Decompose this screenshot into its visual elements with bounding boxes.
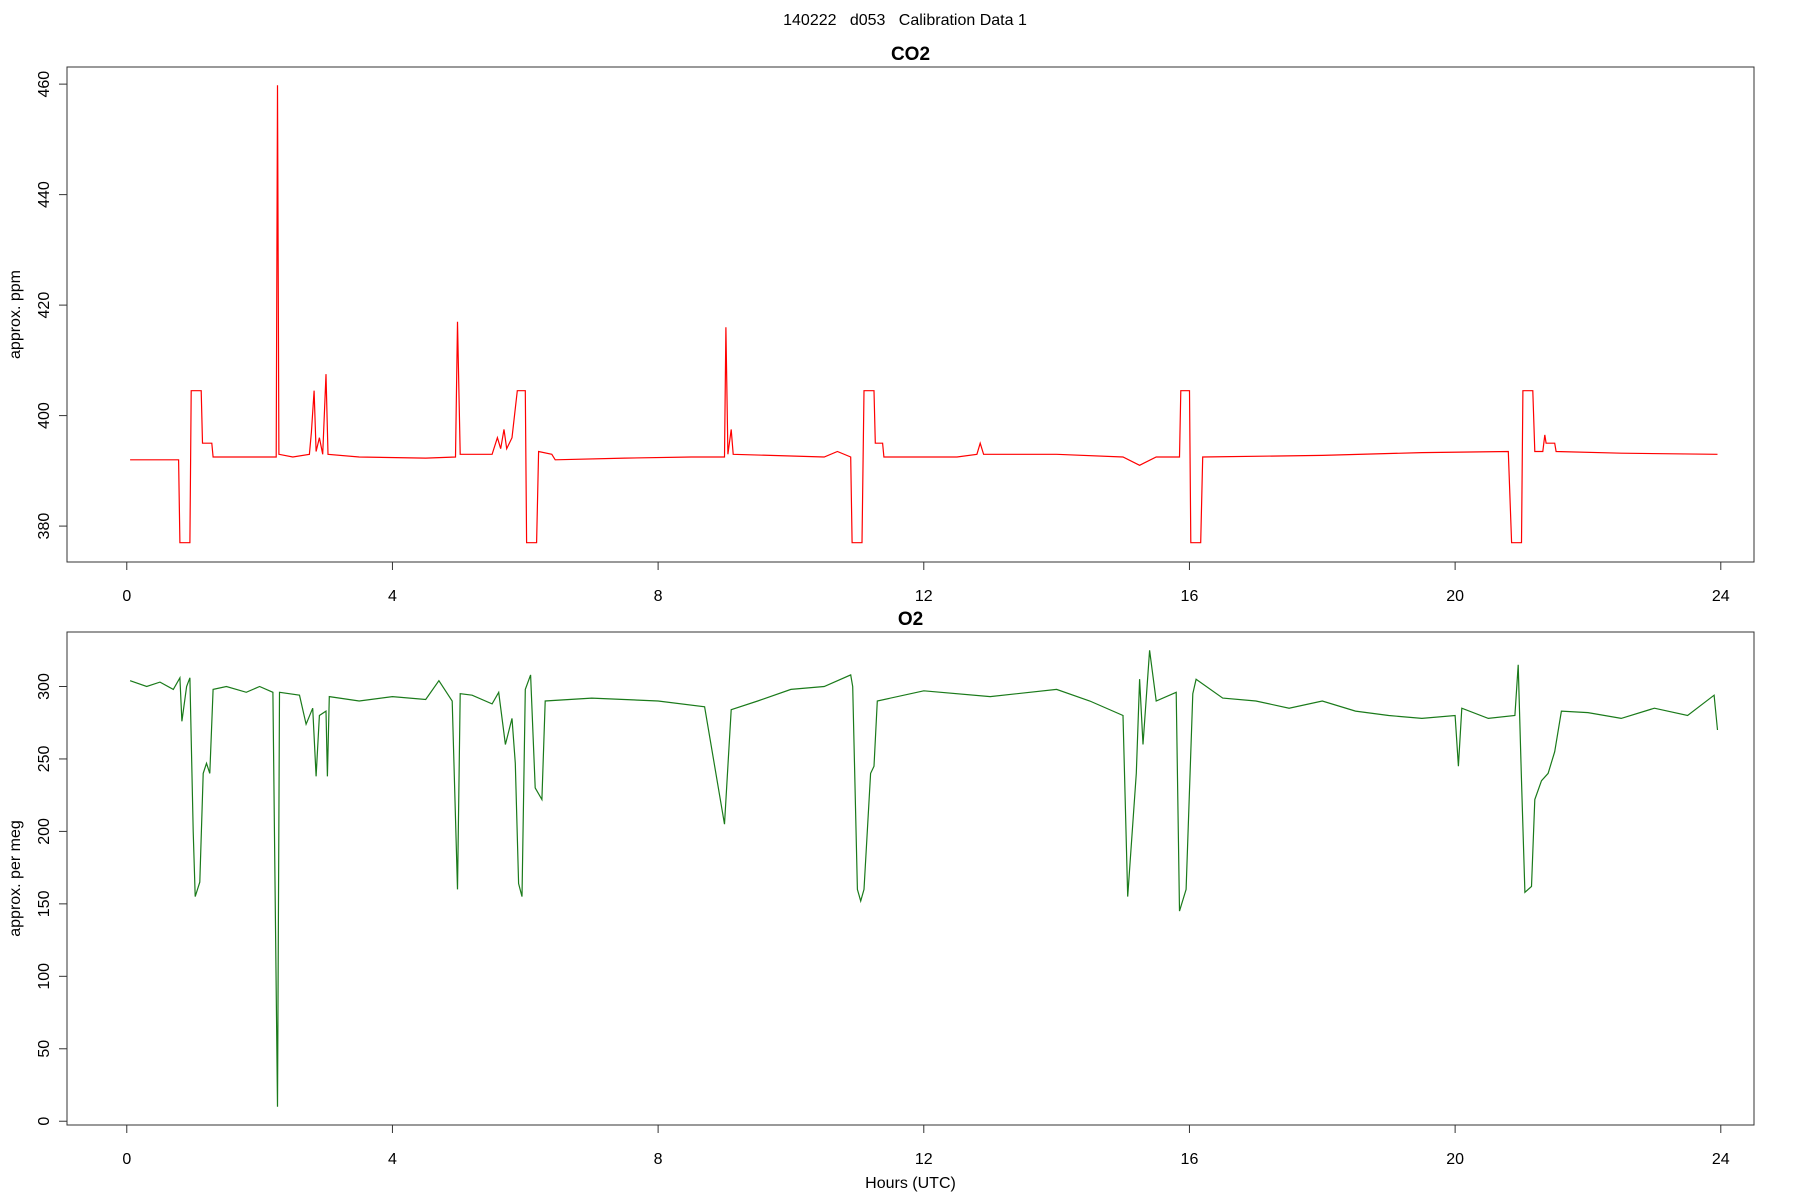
y-axis-label: approx. ppm: [7, 270, 24, 359]
panel-title: O2: [898, 609, 923, 630]
x-tick-label: 20: [1446, 1151, 1464, 1168]
x-axis-label: Hours (UTC): [865, 1175, 956, 1192]
plot-box: [66, 631, 1755, 1126]
y-tick-label: 380: [36, 513, 53, 540]
x-tick-label: 0: [122, 1151, 131, 1168]
y-tick-label: 400: [36, 402, 53, 429]
y-tick-label: 150: [36, 890, 53, 917]
x-tick-label: 8: [654, 1151, 663, 1168]
y-tick-label: 440: [36, 181, 53, 208]
panel-title: CO2: [891, 44, 930, 65]
figure-title: 140222 d053 Calibration Data 1: [783, 12, 1027, 29]
x-tick-label: 12: [915, 588, 933, 605]
x-tick-label: 4: [388, 1151, 397, 1168]
x-tick-label: 0: [122, 588, 131, 605]
data-line: [129, 650, 1719, 1107]
x-tick-label: 8: [654, 588, 663, 605]
y-tick-label: 200: [36, 818, 53, 845]
plot-box: [66, 66, 1755, 563]
x-tick-label: 24: [1712, 588, 1730, 605]
x-tick-label: 16: [1181, 1151, 1199, 1168]
x-tick-label: 16: [1181, 588, 1199, 605]
x-tick-label: 24: [1712, 1151, 1730, 1168]
y-axis-label: approx. per meg: [7, 820, 24, 937]
y-tick-label: 420: [36, 292, 53, 319]
y-tick-label: 100: [36, 963, 53, 990]
y-tick-label: 0: [36, 1117, 53, 1126]
y-tick-label: 300: [36, 673, 53, 700]
x-tick-label: 12: [915, 1151, 933, 1168]
data-line: [130, 85, 1718, 544]
x-tick-label: 4: [388, 588, 397, 605]
y-tick-label: 250: [36, 746, 53, 773]
y-tick-label: 50: [36, 1040, 53, 1058]
y-tick-label: 460: [36, 71, 53, 98]
x-tick-label: 20: [1446, 588, 1464, 605]
